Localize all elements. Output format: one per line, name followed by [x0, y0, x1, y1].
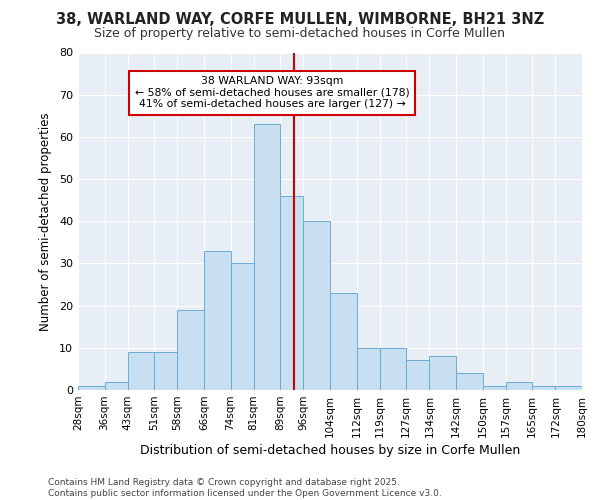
Bar: [304, 221, 330, 390]
Bar: [330, 293, 356, 390]
Bar: [230, 264, 254, 390]
Bar: [128, 352, 154, 390]
Bar: [556, 386, 582, 390]
Bar: [204, 251, 230, 390]
Bar: [482, 386, 506, 390]
Bar: [254, 124, 280, 390]
Text: Size of property relative to semi-detached houses in Corfe Mullen: Size of property relative to semi-detach…: [95, 28, 505, 40]
Text: 38 WARLAND WAY: 93sqm
← 58% of semi-detached houses are smaller (178)
41% of sem: 38 WARLAND WAY: 93sqm ← 58% of semi-deta…: [134, 76, 409, 110]
Bar: [506, 382, 532, 390]
X-axis label: Distribution of semi-detached houses by size in Corfe Mullen: Distribution of semi-detached houses by …: [140, 444, 520, 457]
Bar: [178, 310, 204, 390]
Bar: [280, 196, 304, 390]
Text: Contains HM Land Registry data © Crown copyright and database right 2025.
Contai: Contains HM Land Registry data © Crown c…: [48, 478, 442, 498]
Bar: [78, 386, 104, 390]
Text: 38, WARLAND WAY, CORFE MULLEN, WIMBORNE, BH21 3NZ: 38, WARLAND WAY, CORFE MULLEN, WIMBORNE,…: [56, 12, 544, 28]
Bar: [456, 373, 482, 390]
Bar: [406, 360, 430, 390]
Y-axis label: Number of semi-detached properties: Number of semi-detached properties: [39, 112, 52, 330]
Bar: [104, 382, 128, 390]
Bar: [380, 348, 406, 390]
Bar: [154, 352, 178, 390]
Bar: [430, 356, 456, 390]
Bar: [356, 348, 380, 390]
Bar: [532, 386, 556, 390]
